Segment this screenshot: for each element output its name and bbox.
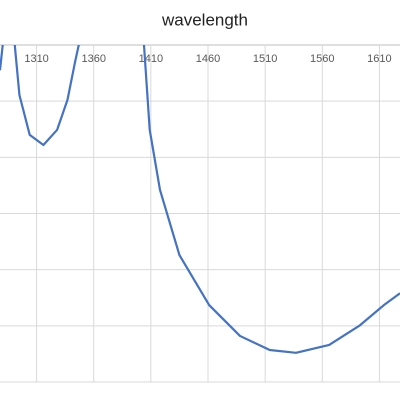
- x-tick-label: 1560: [310, 53, 334, 65]
- x-tick-label: 1410: [139, 53, 163, 65]
- data-line: [0, 45, 400, 354]
- chart-title: wavelength: [161, 10, 248, 29]
- x-tick-label: 1510: [253, 53, 277, 65]
- x-tick-label: 1610: [367, 53, 391, 65]
- x-tick-label: 1460: [196, 53, 220, 65]
- x-tick-label: 1360: [81, 53, 105, 65]
- x-tick-label: 1310: [24, 53, 48, 65]
